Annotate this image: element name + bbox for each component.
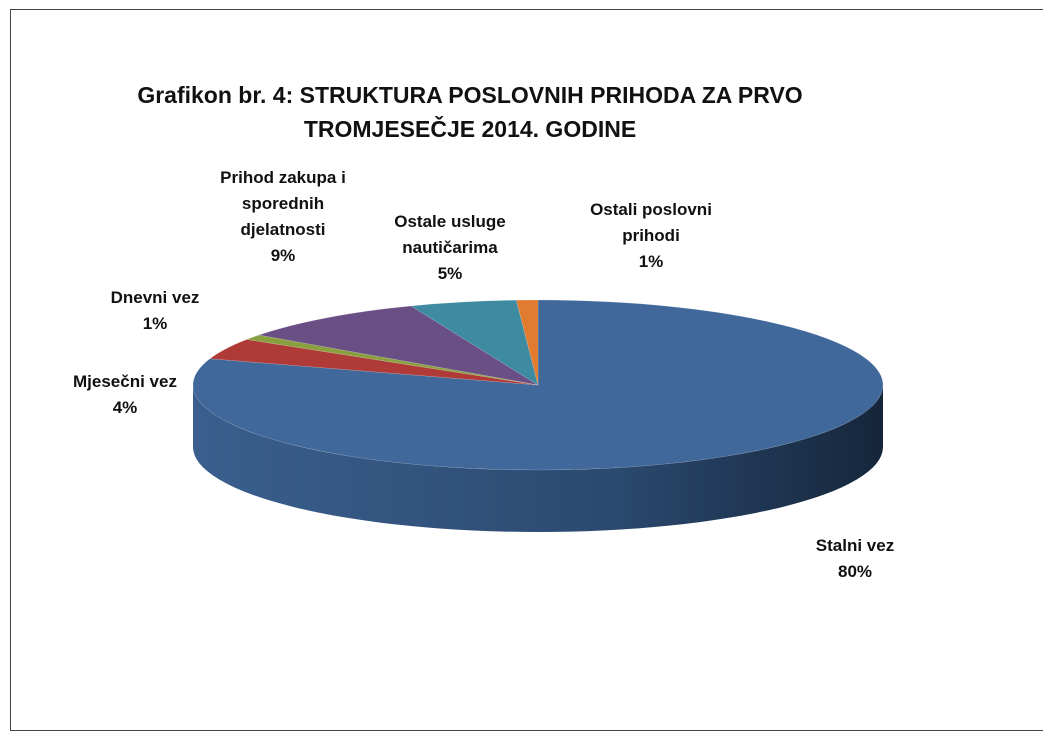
data-label: Ostali poslovni prihodi 1%: [571, 197, 731, 275]
slice: [245, 334, 539, 386]
data-label: Dnevni vez 1%: [95, 285, 215, 337]
slice: [410, 299, 539, 386]
slice: [258, 305, 539, 386]
chart-title: Grafikon br. 4: STRUKTURA POSLOVNIH PRIH…: [137, 82, 803, 142]
label-value: 1%: [142, 314, 168, 333]
slice: [192, 299, 884, 471]
slice: [516, 299, 539, 386]
label-value: 4%: [112, 398, 138, 417]
chart: [192, 299, 884, 532]
data-label: Ostale usluge nautičarima 5%: [375, 209, 525, 287]
data-label: Stalni vez 80%: [795, 533, 915, 585]
label-name: Prihod zakupa i sporednih djelatnosti: [220, 168, 346, 239]
label-name: Dnevni vez: [110, 288, 200, 307]
label-name: Stalni vez: [815, 536, 895, 555]
data-label: Prihod zakupa i sporednih djelatnosti 9%: [198, 165, 368, 269]
label-value: 80%: [837, 562, 873, 581]
slice-side: [193, 385, 883, 532]
page: Grafikon br. 4: STRUKTURA POSLOVNIH PRIH…: [10, 9, 1043, 731]
data-label: Mjesečni vez 4%: [50, 369, 200, 421]
label-name: Ostali poslovni prihodi: [590, 200, 712, 245]
label-name: Mjesečni vez: [73, 372, 177, 391]
label-name: Ostale usluge nautičarima: [394, 212, 506, 257]
slice: [209, 339, 539, 386]
label-value: 5%: [437, 264, 463, 283]
label-value: 1%: [638, 252, 664, 271]
label-value: 9%: [270, 246, 296, 265]
